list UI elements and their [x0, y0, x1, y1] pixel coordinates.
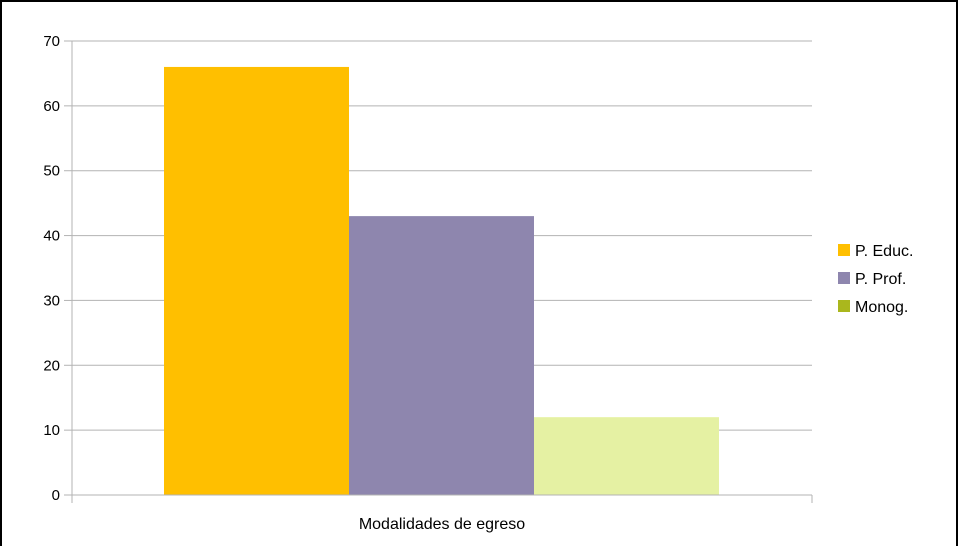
y-tick-label: 0 [52, 487, 60, 504]
y-tick-label: 60 [43, 98, 60, 115]
legend-swatch [838, 272, 850, 284]
y-tick-label: 50 [43, 163, 60, 180]
bar-p-prof [349, 216, 534, 495]
legend-label: P. Educ. [855, 243, 913, 260]
bar-p-educ [164, 66, 349, 495]
y-tick-label: 40 [43, 228, 60, 245]
legend-swatch [838, 244, 850, 256]
legend-swatch [838, 300, 850, 312]
bars [164, 66, 719, 495]
legend-label: Monog. [855, 299, 908, 316]
y-tick-label: 30 [43, 292, 60, 309]
x-category-label: Modalidades de egreso [359, 516, 525, 533]
legend: P. Educ. P. Prof. Monog. [838, 243, 913, 316]
legend-label: P. Prof. [855, 271, 906, 288]
axes [64, 40, 813, 503]
bar-monog [534, 417, 719, 495]
y-tick-label: 20 [43, 357, 60, 374]
axis-labels: 0 10 20 30 40 50 60 70 Modalidades de egreso [43, 33, 525, 533]
y-tick-label: 70 [43, 33, 60, 50]
y-tick-label: 10 [43, 422, 60, 439]
